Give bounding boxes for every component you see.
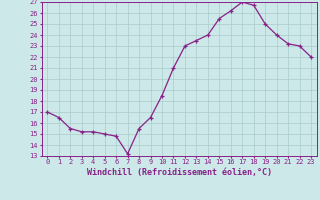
- X-axis label: Windchill (Refroidissement éolien,°C): Windchill (Refroidissement éolien,°C): [87, 168, 272, 177]
